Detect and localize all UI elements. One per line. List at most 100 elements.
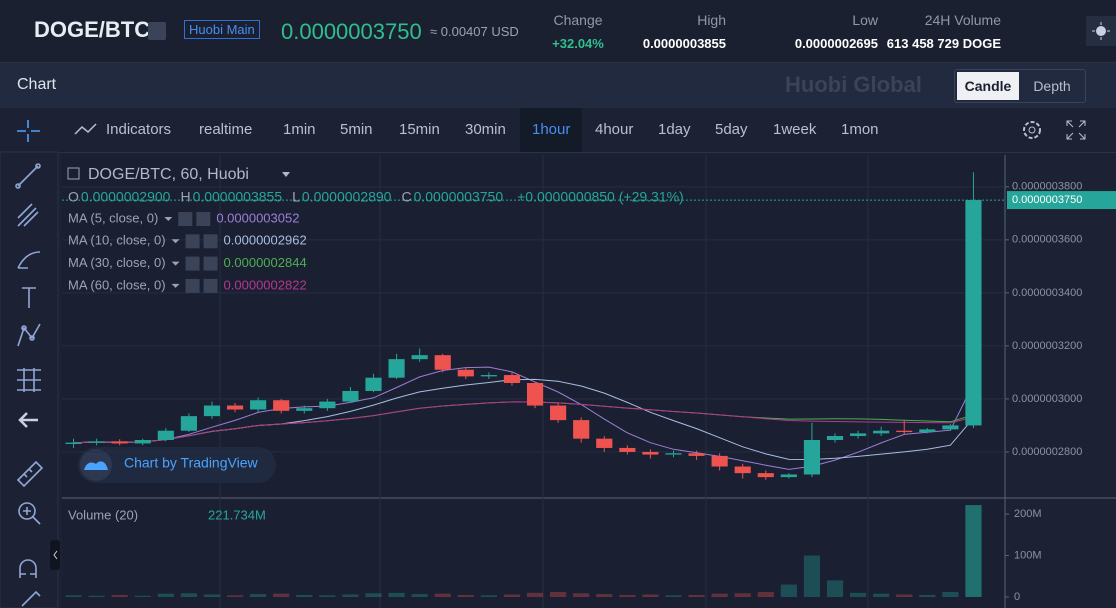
candle-body	[526, 383, 544, 406]
ma-settings[interactable]	[185, 256, 200, 271]
volume-bar	[365, 593, 382, 597]
interval[interactable]: 15min	[399, 121, 440, 138]
price-usd: ≈ 0.00407 USD	[430, 24, 519, 39]
volume-pane	[62, 500, 1005, 608]
y-tick-label: 0.0000003200	[1012, 340, 1082, 352]
candle-body	[665, 453, 682, 455]
ma-label: MA (30, close, 0)	[68, 255, 166, 270]
candle-body	[550, 405, 567, 421]
interval[interactable]: 5day	[715, 121, 748, 138]
view-switch: Candle Depth	[954, 69, 1086, 103]
view-tab[interactable]: Depth	[1033, 78, 1071, 94]
volume-bar	[180, 593, 197, 597]
ohlc-key: C	[401, 189, 411, 205]
panel-title: Chart	[17, 76, 57, 93]
last-price-box	[1007, 191, 1116, 210]
stat-label: 24H Volume	[924, 12, 1001, 28]
symbol-dropdown[interactable]	[148, 22, 166, 40]
view-tab[interactable]: Candle	[957, 72, 1019, 100]
candle-body	[134, 440, 151, 444]
interval[interactable]: 30min	[465, 121, 506, 138]
interval[interactable]: 5min	[340, 121, 373, 138]
ma-remove[interactable]	[196, 212, 211, 226]
candle-body	[388, 359, 405, 378]
interval[interactable]: realtime	[199, 121, 253, 138]
stat-value: 0.0000003855	[642, 36, 726, 51]
volume-bar	[388, 592, 405, 597]
y-tick-label: 0.0000003400	[1012, 287, 1082, 299]
interval[interactable]: 1hour	[532, 121, 571, 138]
ma-remove[interactable]	[203, 256, 218, 271]
y-tick-label: 0.0000003800	[1012, 181, 1082, 193]
candle-body	[111, 441, 128, 444]
indicators-icon	[74, 123, 97, 135]
collapse-box[interactable]	[67, 167, 80, 180]
caret	[171, 261, 180, 266]
settings-icon[interactable]	[1020, 118, 1044, 142]
volume-bar	[342, 594, 359, 597]
volume-bar	[826, 580, 844, 597]
watermark: Chart by TradingView	[124, 455, 258, 471]
volume-bar	[780, 584, 797, 597]
ma-remove[interactable]	[203, 234, 218, 249]
volume-bar	[642, 594, 659, 597]
stat-value: 0.0000002695	[794, 36, 878, 51]
volume-bar	[319, 595, 336, 597]
volume-bar	[688, 594, 705, 597]
volume-bar	[411, 594, 428, 597]
volume-bar	[803, 555, 821, 597]
ohlc-key: L	[292, 189, 300, 205]
volume-bar	[65, 595, 82, 597]
ma-settings[interactable]	[185, 234, 200, 249]
candle-body	[896, 430, 913, 433]
volume-bar	[203, 594, 221, 597]
interval[interactable]: 1mon	[841, 121, 879, 138]
volume-bar	[434, 593, 451, 597]
ma-settings[interactable]	[185, 278, 200, 293]
stat-value: 613 458 729 DOGE	[886, 36, 1001, 51]
ma-settings[interactable]	[178, 212, 193, 226]
candle-body	[180, 416, 197, 431]
candle-body	[942, 425, 959, 430]
ohlc-key: H	[180, 189, 190, 205]
volume-bar	[526, 592, 544, 597]
y-tick-label: 0.0000003600	[1012, 234, 1082, 246]
candle-body	[803, 440, 821, 475]
interval[interactable]: 1week	[773, 121, 817, 138]
ohlc-value: 0.0000003750	[414, 189, 504, 205]
volume-bar	[665, 595, 682, 597]
stat-value: +32.04%	[552, 36, 604, 51]
fullscreen-icon[interactable]	[1066, 120, 1086, 140]
candle-body	[296, 408, 313, 411]
candle-body	[619, 447, 636, 452]
theme-toggle[interactable]	[1086, 16, 1116, 46]
candle-body	[596, 438, 613, 448]
change: +0.0000000850 (+29.31%)	[517, 189, 684, 205]
interval[interactable]: 1min	[283, 121, 316, 138]
y-tick-label: 100M	[1014, 549, 1042, 561]
watermark-badge	[78, 447, 276, 483]
interval[interactable]: 4hour	[595, 121, 634, 138]
ohlc-value: 0.0000002890	[302, 189, 392, 205]
volume-label: Volume (20)	[68, 507, 138, 522]
collapse-icon	[53, 550, 58, 560]
active-bg	[520, 108, 582, 152]
tool-icons	[15, 120, 44, 607]
caret	[171, 239, 180, 244]
volume-bar	[596, 594, 613, 597]
candle-body	[319, 401, 336, 409]
symbol: DOGE/BTC	[34, 17, 151, 42]
volume-bar	[88, 595, 105, 597]
candle-body	[873, 430, 890, 434]
indicators[interactable]: Indicators	[106, 121, 172, 138]
caret	[164, 217, 173, 221]
ma-remove[interactable]	[203, 278, 218, 293]
stat-label: Low	[852, 12, 878, 28]
candle-body	[457, 369, 474, 377]
y-tick-label: 200M	[1014, 508, 1042, 520]
ma-line	[73, 401, 974, 444]
interval[interactable]: 1day	[658, 121, 691, 138]
collapse-tab[interactable]	[50, 540, 60, 570]
volume-bar	[111, 594, 128, 597]
